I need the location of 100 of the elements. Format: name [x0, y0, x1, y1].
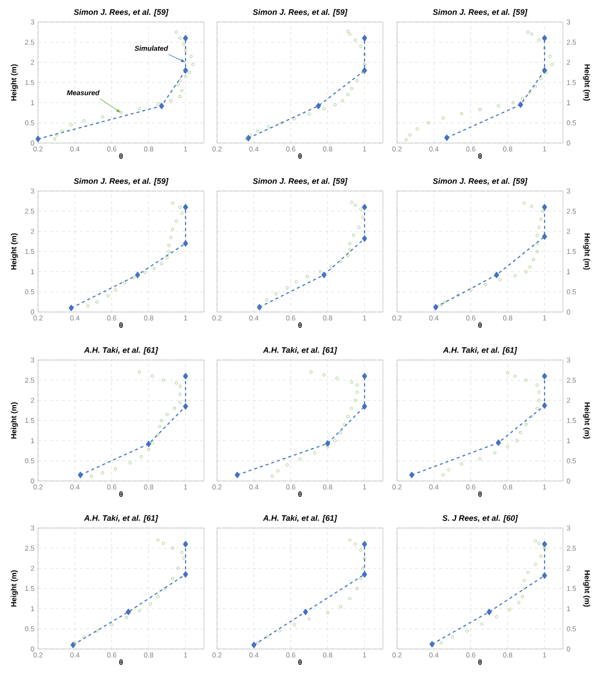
point — [356, 384, 359, 387]
point — [178, 78, 182, 82]
point — [146, 440, 152, 448]
point — [440, 303, 443, 306]
point — [191, 62, 194, 66]
point — [265, 298, 268, 302]
point — [313, 451, 316, 454]
point — [542, 67, 548, 74]
point — [359, 548, 362, 552]
point — [316, 102, 321, 110]
point — [517, 601, 520, 604]
point — [172, 406, 176, 410]
point — [542, 204, 548, 210]
point — [542, 372, 548, 380]
point — [53, 137, 56, 140]
chart-title: Simon J. Rees, et al. [59] — [74, 178, 168, 186]
chart-title: A.H. Taki, et al. [61] — [84, 515, 158, 522]
point — [542, 233, 548, 240]
point — [538, 38, 541, 42]
point — [182, 42, 186, 46]
point — [162, 378, 165, 382]
point — [178, 36, 182, 40]
point — [325, 440, 330, 447]
chart-title: A.H. Taki, et al. [61] — [442, 347, 518, 354]
point — [536, 250, 539, 253]
point — [536, 242, 539, 245]
point — [306, 275, 309, 278]
point — [495, 615, 498, 618]
point — [539, 76, 542, 80]
point — [442, 116, 445, 120]
point — [106, 294, 110, 298]
point — [542, 540, 548, 548]
point — [530, 204, 534, 208]
point — [334, 103, 337, 106]
point — [158, 425, 162, 428]
point — [518, 102, 524, 108]
point — [294, 280, 298, 284]
point — [292, 117, 296, 120]
point — [362, 67, 368, 74]
point — [156, 102, 160, 106]
point — [267, 125, 270, 128]
point — [322, 373, 326, 376]
point — [519, 431, 522, 434]
point — [169, 236, 172, 239]
point — [538, 226, 541, 229]
point — [362, 372, 368, 380]
point — [183, 403, 188, 410]
point — [528, 265, 532, 268]
point — [286, 286, 289, 290]
point — [60, 129, 64, 132]
point — [174, 220, 178, 223]
point — [339, 431, 342, 434]
point — [310, 370, 313, 374]
point — [550, 62, 554, 66]
point — [70, 123, 73, 126]
point — [171, 546, 174, 550]
point — [359, 576, 362, 580]
point — [326, 611, 330, 614]
point — [548, 54, 552, 58]
chart-title: Simon J. Rees, et al. [59] — [432, 178, 528, 186]
point — [350, 406, 354, 410]
point — [466, 629, 469, 632]
point — [303, 608, 308, 616]
point — [530, 32, 534, 36]
point — [480, 622, 484, 626]
point — [183, 67, 188, 74]
point — [363, 52, 366, 56]
point — [36, 136, 40, 142]
point — [484, 283, 488, 286]
point — [538, 542, 541, 545]
point — [180, 212, 184, 215]
point — [114, 467, 117, 470]
point — [90, 474, 93, 478]
point — [356, 390, 359, 394]
point — [308, 112, 311, 116]
point — [514, 374, 517, 378]
point — [183, 372, 188, 380]
point — [140, 455, 143, 458]
point — [183, 204, 188, 210]
point — [256, 129, 260, 132]
point — [138, 609, 141, 612]
point — [522, 587, 526, 590]
point — [356, 78, 359, 82]
point — [166, 256, 169, 260]
point — [150, 441, 154, 444]
point — [342, 423, 346, 426]
point — [169, 99, 172, 102]
point — [522, 202, 526, 205]
point — [335, 376, 338, 380]
point — [536, 234, 539, 237]
point — [183, 240, 188, 247]
point — [348, 597, 352, 600]
point — [346, 254, 350, 258]
point — [362, 571, 368, 578]
point — [180, 89, 184, 92]
point — [493, 451, 496, 454]
point — [248, 133, 252, 136]
point — [96, 629, 99, 632]
point — [152, 266, 156, 270]
point — [506, 371, 510, 374]
